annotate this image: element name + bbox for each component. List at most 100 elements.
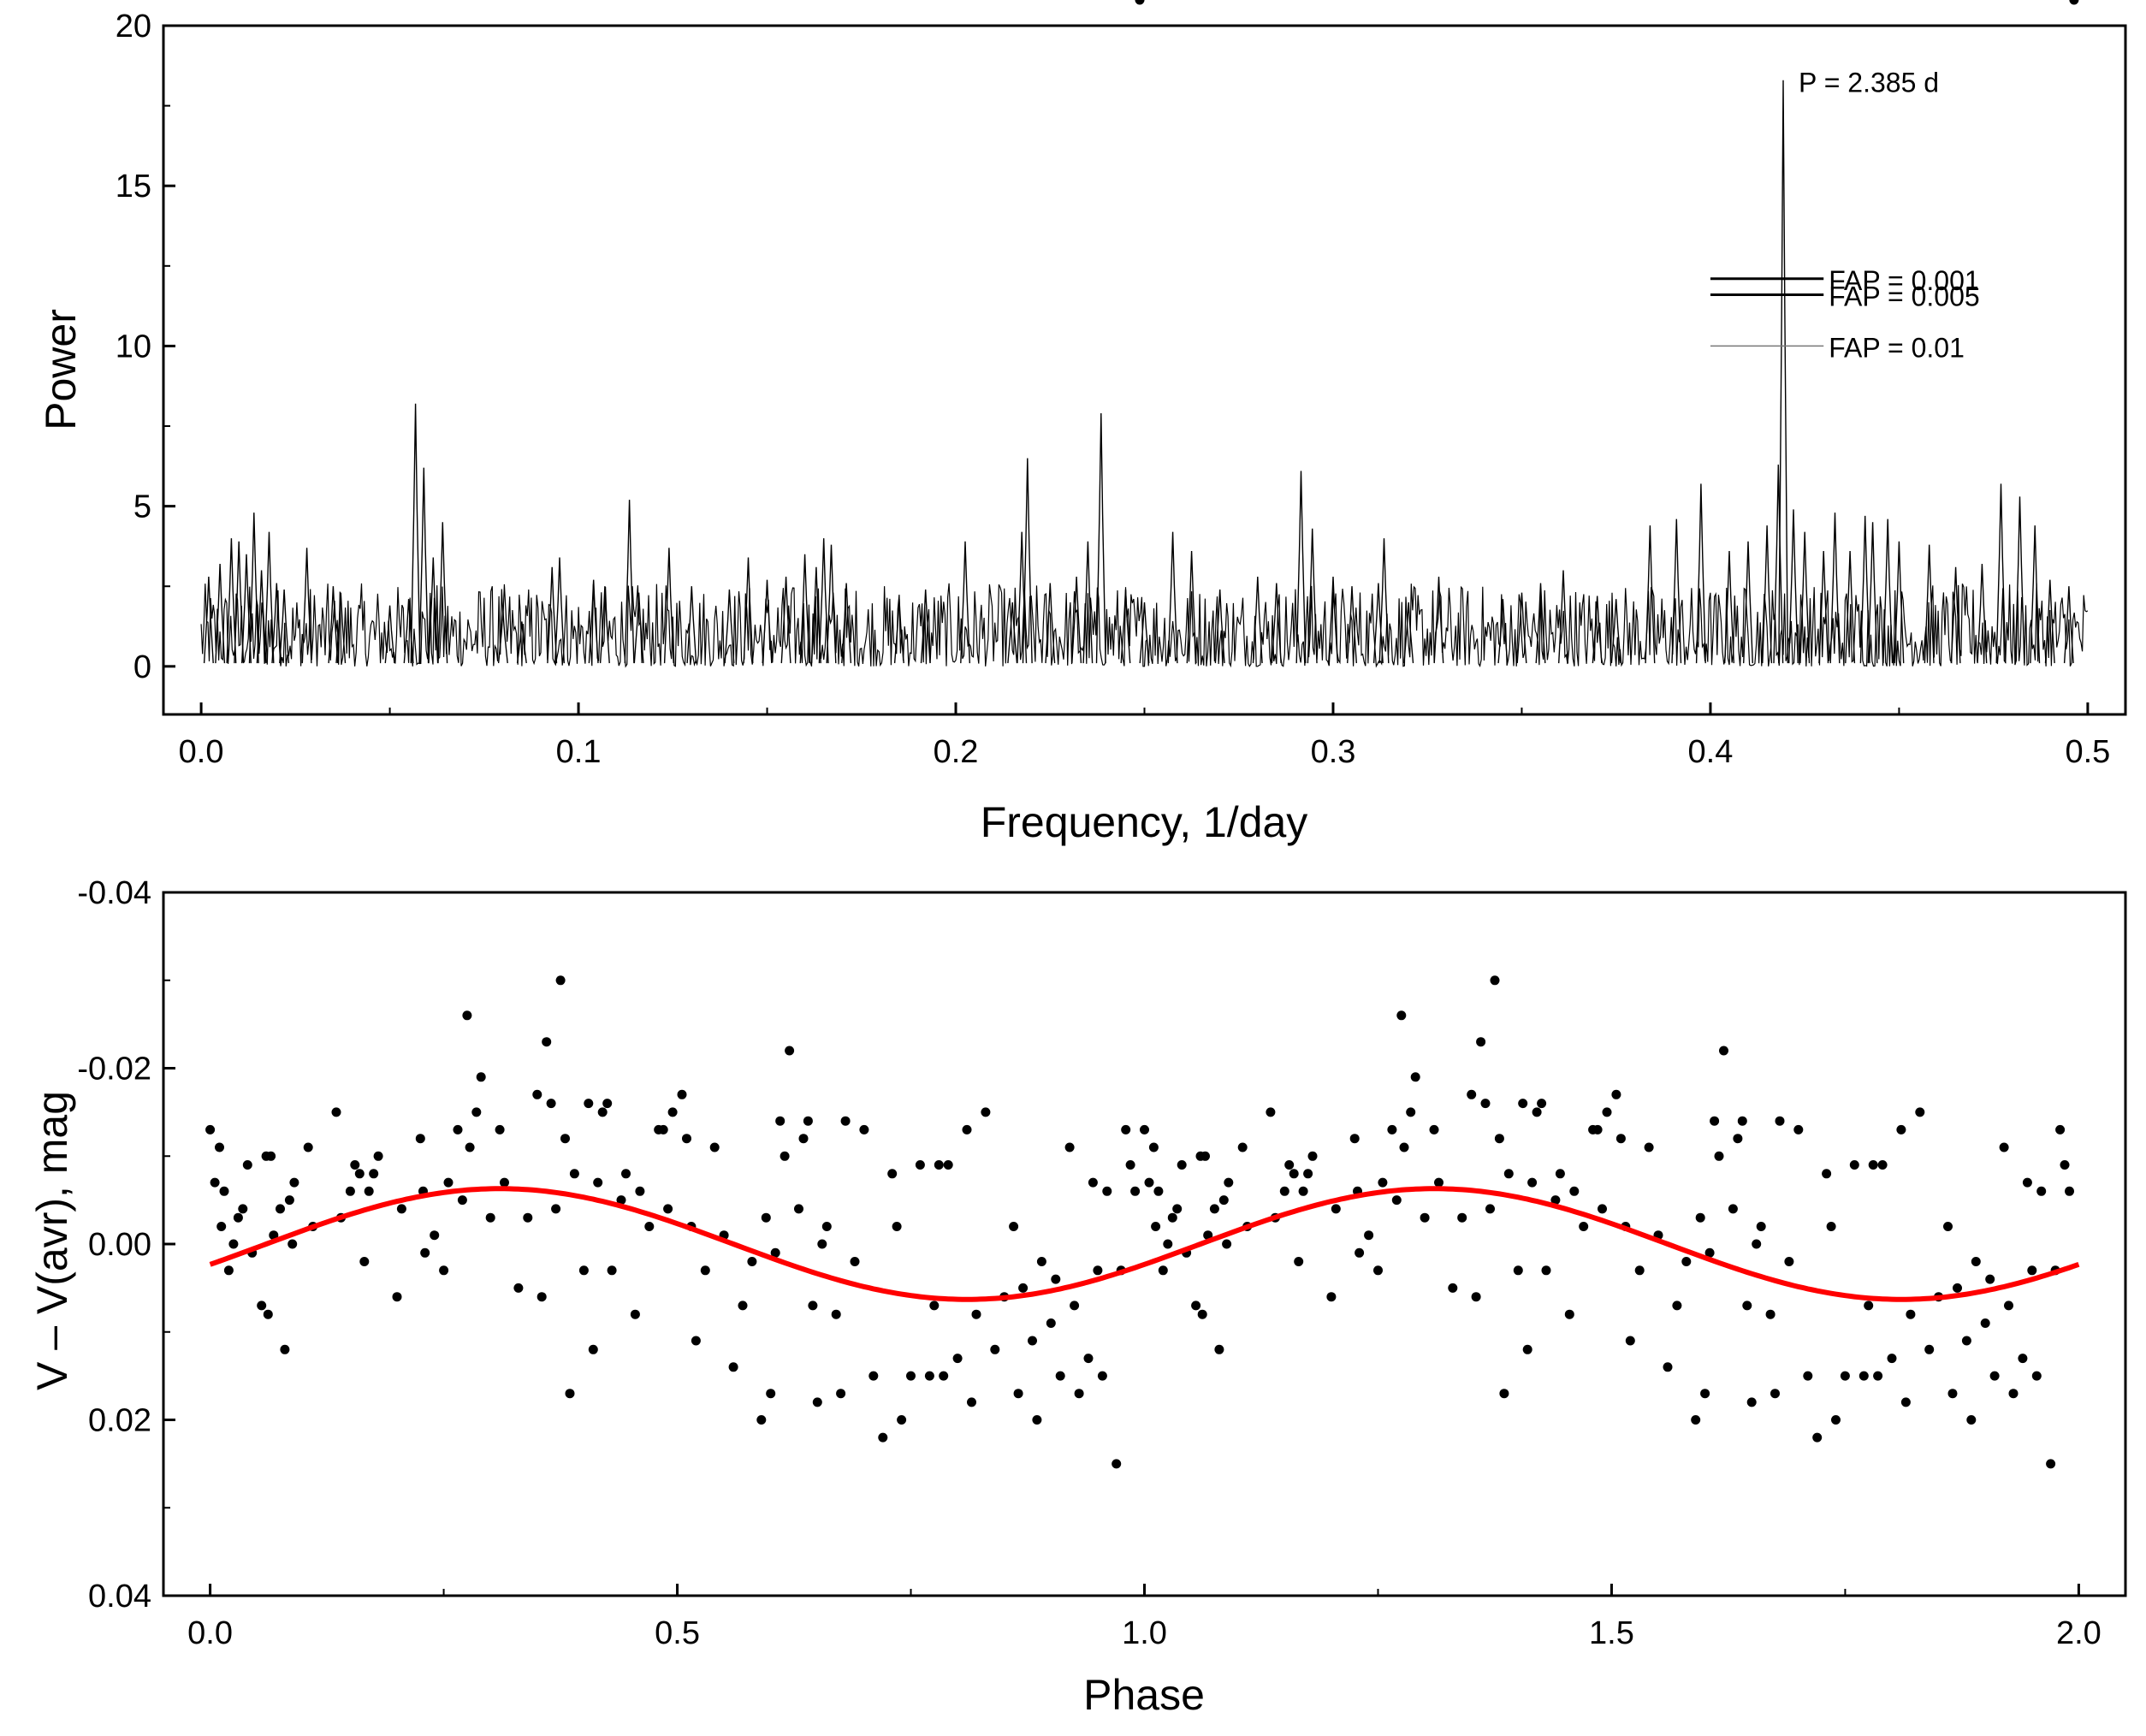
light-curve-point [1032,1415,1042,1425]
light-curve-point [1391,1195,1402,1206]
light-curve-point [1518,1099,1528,1109]
light-curve-point [1088,1177,1098,1188]
periodogram-peak [234,541,245,664]
light-curve-point [967,1397,976,1407]
light-curve-point [1877,1160,1888,1170]
light-curve-y-tick-label: 0.00 [88,1227,151,1263]
periodogram-y-tick-label: 20 [116,9,151,44]
periodogram-x-tick-label: 0.5 [2065,734,2110,770]
periodogram-peak [1007,601,1018,664]
periodogram-peak [826,544,837,664]
light-curve-point [1527,1177,1538,1188]
light-curve-x-tick-label: 0.5 [655,1615,700,1651]
light-curve-x-axis-title: Phase [1083,1671,1205,1719]
light-curve-point [1457,1212,1467,1223]
periodogram-peak [1773,464,1784,664]
light-curve-point [219,1186,229,1196]
periodogram-peak [256,570,267,664]
light-curve-point [1476,1037,1486,1047]
periodogram-peak [1045,583,1056,664]
periodogram-peak [1167,531,1178,664]
periodogram-peak [264,531,275,664]
light-curve-point [747,1257,757,1266]
light-curve-point [1289,1169,1299,1179]
fap-level-label: FAP = 0.005 [1829,281,1979,312]
peak-annotation: P = 2.385 d [1799,68,1939,98]
periodogram-peak [1535,583,1546,664]
periodogram-peak [1818,550,1829,664]
light-curve-point [2031,1371,2042,1381]
periodogram-peak [335,592,347,664]
periodogram-peak [1859,515,1870,664]
light-curve-point [821,1222,832,1231]
light-curve-point [350,1160,360,1170]
light-curve-point [1537,1099,1547,1109]
periodogram-peak [1743,541,1753,664]
light-curve-point [630,1309,640,1319]
periodogram-peak [1095,412,1106,664]
light-curve-point [1714,1151,1724,1161]
light-curve-point [1093,1265,1103,1276]
light-curve-point [1018,1283,1029,1293]
light-curve-point [1602,1107,1612,1117]
light-curve-point [962,1124,972,1135]
light-curve-point [257,1301,267,1311]
periodogram-peak [215,563,226,664]
light-curve-point [1153,1186,1164,1196]
light-curve-point [280,1344,290,1354]
periodogram-peak [328,586,339,664]
light-curve-point [1349,1134,1360,1144]
light-curve-point [808,1301,818,1311]
light-curve-point [1102,1186,1112,1196]
light-curve-point [465,1142,475,1152]
periodogram-peak [1882,518,1894,664]
light-curve-point [831,1309,841,1319]
light-curve-point [1387,1124,1397,1135]
light-curve-point [546,1099,556,1109]
light-curve-point [420,1247,430,1258]
light-curve-point [1214,1344,1224,1354]
light-curve-point [1237,1142,1248,1152]
periodogram-y-tick-label: 10 [116,329,151,364]
light-curve-point [981,1107,991,1117]
periodogram-peak [1214,589,1225,664]
light-curve-point [990,1344,1000,1354]
light-curve-point [770,1247,780,1258]
light-curve-point [1266,1107,1276,1117]
light-curve-point [2008,1389,2019,1399]
light-curve-y-tick-label: 0.02 [88,1403,151,1439]
light-curve-point [952,1354,963,1364]
light-curve-point [1074,1389,1084,1399]
periodogram-peak [1328,576,1338,664]
light-curve-x-axis: 0.0 0.5 1.0 1.5 2.0 [187,1584,2102,1651]
periodogram-peak [810,566,821,664]
periodogram-peak [437,522,448,664]
light-curve-point [462,1010,472,1021]
light-curve-point [667,1107,678,1117]
periodogram-peak [1433,576,1444,664]
periodogram-peak [1894,541,1905,664]
light-curve-point [1364,1230,1374,1241]
light-curve-point [1522,1344,1532,1354]
light-curve-point [471,1107,482,1117]
light-curve-point [1503,1169,1514,1179]
light-curve-point [602,1099,613,1109]
light-curve-point [551,1204,561,1214]
model-curve [209,1186,2080,1302]
light-curve-point [2004,1301,2013,1311]
light-curve-point [607,1265,617,1276]
light-curve-point [644,1222,655,1231]
light-curve-point [284,1195,294,1206]
light-curve-point [635,1186,645,1196]
light-curve-point [682,1134,691,1144]
light-curve-point [1083,1354,1094,1364]
light-curve-point [887,1169,898,1179]
light-curve-point [658,1124,668,1135]
light-curve-point [500,1177,509,1188]
light-curve-point [1569,1186,1580,1196]
light-curve-point [1555,1169,1565,1179]
light-curve-point [929,1301,940,1311]
light-curve-point [476,1072,486,1082]
light-curve-point [1420,1212,1430,1223]
light-curve-point [364,1186,374,1196]
